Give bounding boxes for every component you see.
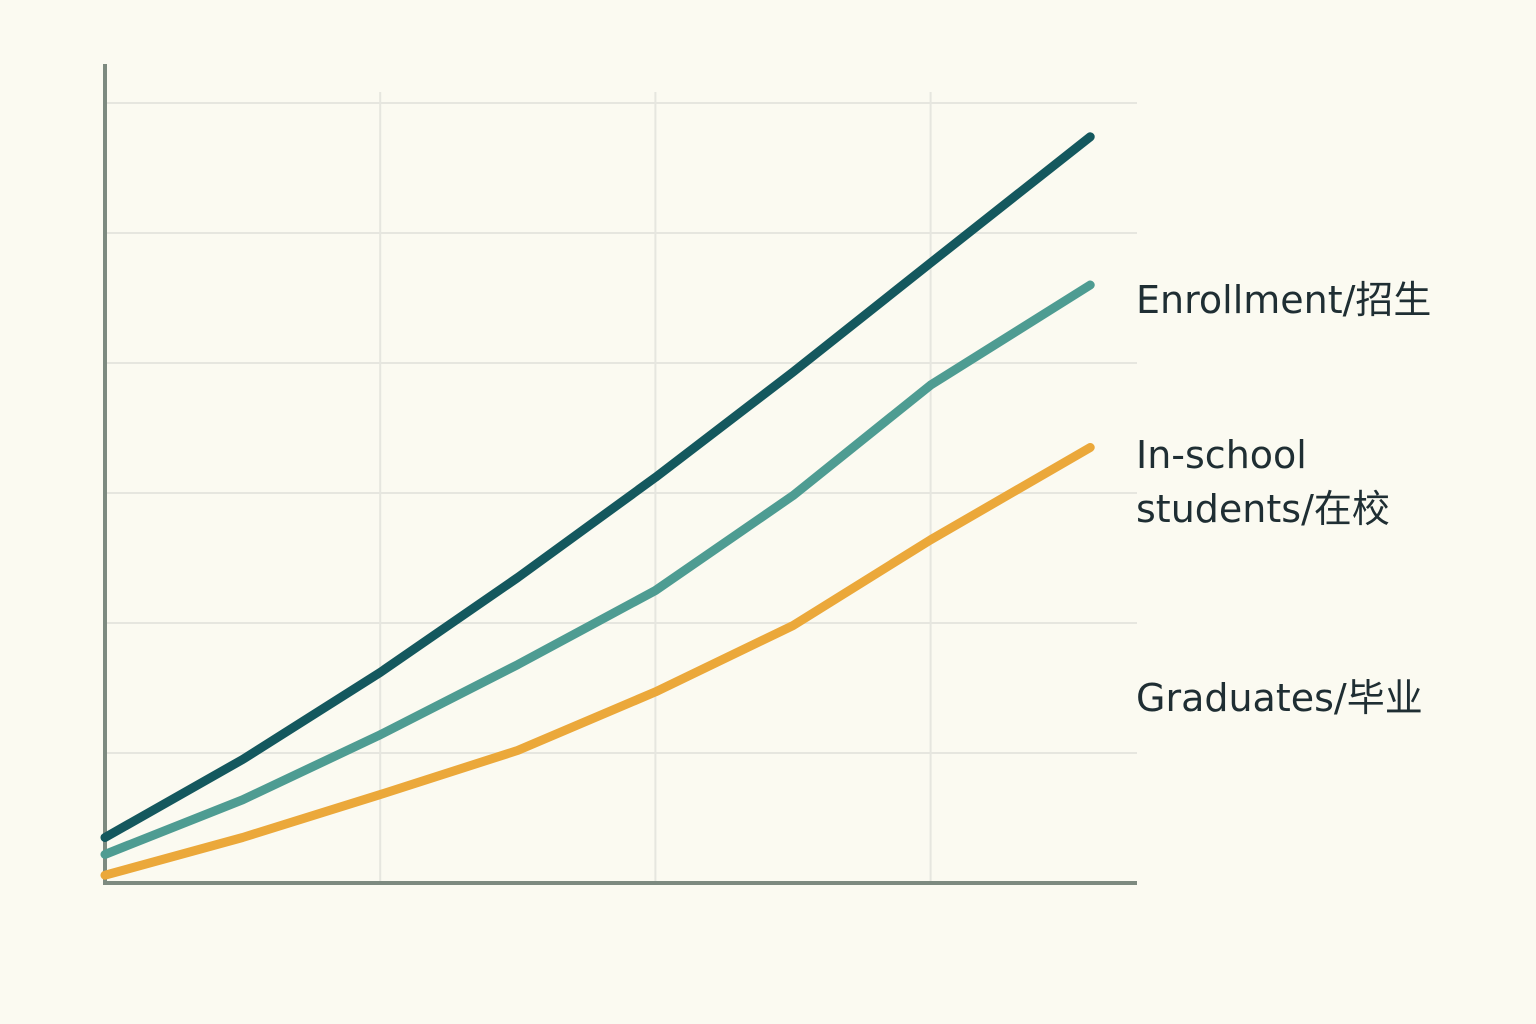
series-line bbox=[100, 443, 1095, 880]
series-label: Enrollment/招生 bbox=[1136, 278, 1432, 322]
series-label: Graduates/毕业 bbox=[1136, 676, 1423, 720]
series-line bbox=[100, 280, 1095, 859]
series-label: In-school students/在校 bbox=[1136, 433, 1390, 531]
series-line bbox=[100, 132, 1095, 842]
